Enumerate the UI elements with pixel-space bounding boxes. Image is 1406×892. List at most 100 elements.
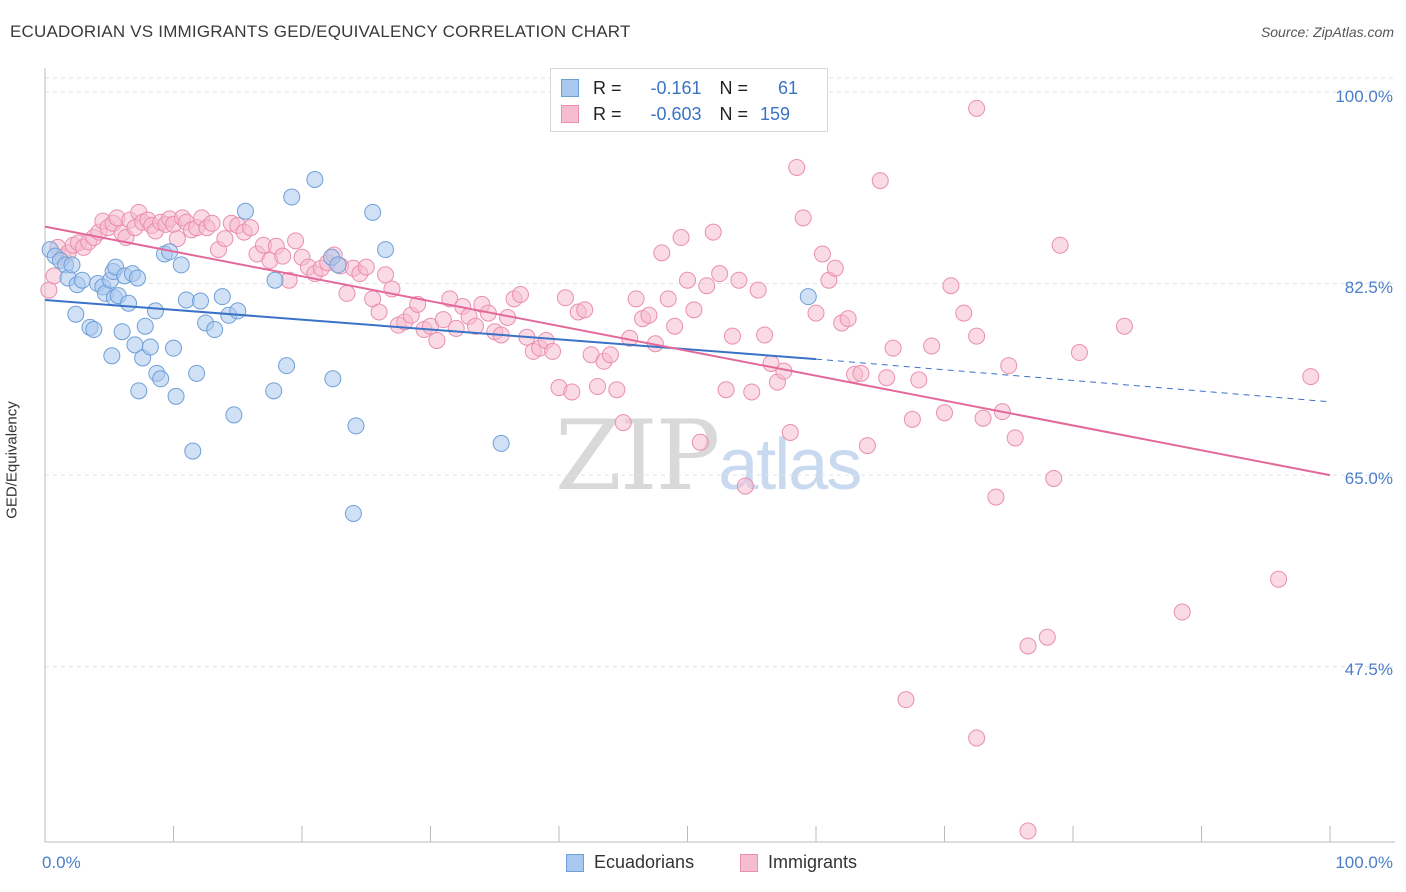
legend-swatch-immigrants <box>561 105 579 123</box>
ecuadorian-point <box>213 288 231 306</box>
legend-r-label: R = <box>593 103 622 124</box>
immigrant-point <box>1270 570 1288 588</box>
immigrant-point <box>1302 368 1320 386</box>
legend-r-value: -0.603 <box>650 103 702 124</box>
immigrant-point <box>441 290 459 308</box>
immigrant-point <box>858 437 876 455</box>
ecuadorian-point <box>283 188 301 206</box>
immigrant-point <box>666 317 684 335</box>
chart-title: ECUADORIAN VS IMMIGRANTS GED/EQUIVALENCY… <box>10 22 631 41</box>
watermark: ZIPatlas <box>555 400 862 512</box>
immigrant-point <box>968 99 986 117</box>
immigrant-point <box>1019 637 1037 655</box>
immigrant-point <box>968 729 986 747</box>
ecuadorian-point <box>120 294 138 312</box>
watermark-zip: ZIP <box>555 400 720 512</box>
immigrant-point <box>897 691 915 709</box>
immigrant-point <box>659 290 677 308</box>
immigrant-point <box>357 258 375 276</box>
ecuadorian-point <box>225 406 243 424</box>
immigrant-point <box>871 172 889 190</box>
ecuadorian-point <box>136 317 154 335</box>
ecuadorian-point <box>73 271 91 289</box>
immigrant-point <box>608 381 626 399</box>
bottom-legend-immigrants: Immigrants <box>740 852 857 873</box>
ecuadorian-point <box>141 338 159 356</box>
immigrant-point <box>447 319 465 337</box>
ecuadorian-point <box>329 256 347 274</box>
immigrant-point <box>370 303 388 321</box>
ecuadorian-point <box>278 357 296 375</box>
ecuadorian-point <box>103 347 121 365</box>
immigrant-point <box>1006 429 1024 447</box>
immigrant-point <box>40 281 58 299</box>
immigrant-point <box>749 281 767 299</box>
ecuadorian-point <box>85 321 103 339</box>
ecuadorian-point <box>63 256 81 274</box>
legend-label-immigrants: Immigrants <box>768 852 858 872</box>
correlation-legend: R = -0.161 N = 61 R = -0.603 N = 159 <box>550 68 828 132</box>
immigrant-point <box>711 265 729 283</box>
immigrant-point <box>743 383 761 401</box>
ecuadorian-point <box>492 434 510 452</box>
immigrant-point <box>685 301 703 319</box>
immigrant-point <box>736 477 754 495</box>
ecuadorian-point <box>306 171 324 189</box>
ecuadorians-trend-extension <box>815 358 1331 403</box>
immigrant-point <box>723 327 741 345</box>
immigrant-point <box>544 342 562 360</box>
immigrant-point <box>903 410 921 428</box>
immigrant-point <box>788 158 806 176</box>
immigrant-point <box>923 337 941 355</box>
ecuadorian-point <box>188 364 206 382</box>
immigrant-point <box>672 229 690 247</box>
immigrant-point <box>216 230 234 248</box>
immigrant-point <box>627 290 645 308</box>
ecuadorian-point <box>324 370 342 388</box>
immigrant-point <box>1115 317 1133 335</box>
immigrant-point <box>852 364 870 382</box>
ecuadorian-point <box>364 203 382 221</box>
y-tick-label: 65.0% <box>1344 469 1393 488</box>
immigrant-point <box>698 277 716 295</box>
immigrant-point <box>589 377 607 395</box>
immigrant-point <box>1070 344 1088 362</box>
immigrant-point <box>968 327 986 345</box>
immigrant-point <box>653 244 671 262</box>
ecuadorian-point <box>265 382 283 400</box>
immigrant-point <box>1019 822 1037 840</box>
immigrant-point <box>640 306 658 324</box>
ecuadorian-point <box>236 202 254 220</box>
immigrant-point <box>884 339 902 357</box>
immigrant-point <box>466 317 484 335</box>
immigrant-point <box>1000 357 1018 375</box>
legend-swatch-ecuadorians <box>566 853 584 872</box>
legend-label-ecuadorians: Ecuadorians <box>594 852 695 872</box>
ecuadorian-point <box>191 292 209 310</box>
immigrant-point <box>826 259 844 277</box>
immigrant-point <box>910 371 928 389</box>
legend-n-value: 159 <box>759 103 791 124</box>
bottom-legend-ecuadorians: Ecuadorians <box>566 852 694 873</box>
y-tick-label: 47.5% <box>1344 660 1393 679</box>
ecuadorian-point <box>165 339 182 357</box>
immigrant-point <box>556 289 574 307</box>
immigrant-point <box>691 433 709 451</box>
immigrant-point <box>203 214 221 232</box>
ecuadorian-point <box>266 271 284 289</box>
immigrant-point <box>794 209 812 227</box>
immigrant-point <box>955 304 973 322</box>
source-label: Source: ZipAtlas.com <box>1260 24 1394 40</box>
legend-n-label: N = <box>719 103 749 124</box>
legend-r-value: -0.161 <box>650 77 702 98</box>
immigrant-point <box>1045 469 1063 487</box>
immigrant-point <box>511 285 529 303</box>
ecuadorian-point <box>377 241 395 259</box>
ecuadorian-point <box>347 417 365 435</box>
ecuadorians-trend-line <box>44 298 817 361</box>
immigrant-point <box>813 245 831 263</box>
ecuadorian-point <box>67 305 85 323</box>
immigrant-point <box>936 404 953 422</box>
legend-n-label: N = <box>719 77 749 98</box>
